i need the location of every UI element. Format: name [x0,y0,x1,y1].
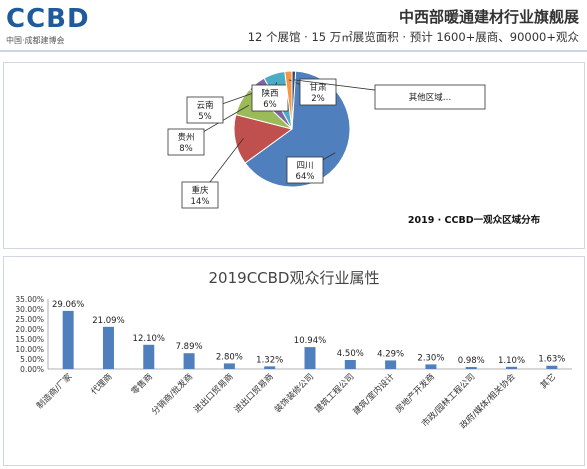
x-tick-label: 代理商 [89,371,115,397]
pie-slice-value: 5% [198,112,212,122]
pie-label-box [286,156,324,184]
page-title: 中西部暖通建材行业旗舰展 [398,8,579,26]
bar [546,365,558,369]
pie-slice-value: 6% [263,100,277,110]
bar [344,360,356,369]
y-tick-label: 35.00% [15,295,44,304]
pie-slice-label: 重庆 [191,185,209,196]
pie-label-box [374,84,486,110]
bar [143,344,155,369]
bar-value-label: 4.29% [377,349,404,359]
x-tick-label: 装饰装修公司 [272,371,316,415]
bar [385,360,397,369]
bar [465,367,477,369]
y-tick-label: 5.00% [20,355,44,364]
pie-label-box [167,128,205,156]
bar-value-label: 2.80% [216,352,243,362]
bar-value-label: 0.98% [458,356,485,366]
pie-slice-label: 四川 [296,161,313,171]
x-tick-label: 其它 [538,371,558,391]
bar [62,310,74,369]
y-tick-label: 20.00% [15,325,44,334]
page-subtitle: 12 个展馆 · 15 万㎡展览面积 · 预计 1600+展商、90000+观众 [247,30,579,44]
page-header: CCBD 中国·成都建博会 中西部暖通建材行业旗舰展 12 个展馆 · 15 万… [0,0,587,50]
pie-slice-label: 贵州 [177,132,194,143]
bar-value-label: 10.94% [294,336,326,346]
x-tick-label: 制造商/厂家 [34,371,74,411]
pie-slice-label: 甘肃 [309,82,327,93]
pie-label-box [299,78,337,106]
pie-slice-label: 陕西 [261,88,278,99]
ccbd-logo: CCBD [6,4,90,34]
pie-chart-title: 2019 · CCBD一观众区域分布 [408,214,541,226]
pie-slice [233,113,294,164]
pie-slice-label: 云南 [196,100,213,111]
bar [183,353,195,369]
y-tick-label: 30.00% [15,305,44,314]
bar-value-label: 29.06% [52,300,84,310]
bar-value-label: 7.89% [176,342,203,352]
x-tick-label: 零售商 [129,371,155,397]
pie-slice-value: 8% [179,144,193,154]
pie-slice-value: 14% [191,197,210,207]
pie-slice-label: 其他区域… [409,92,452,103]
y-tick-label: 15.00% [15,335,44,344]
x-tick-label: 建筑工程公司 [313,371,357,415]
bar [223,363,235,369]
pie-slice-value: 64% [296,172,315,182]
bar [264,366,276,369]
pie-slice-value: 2% [311,94,325,104]
bar-value-label: 4.50% [337,349,364,359]
y-tick-label: 0.00% [20,365,44,374]
bar [304,347,316,369]
bar-chart-title: 2019CCBD观众行业属性 [209,269,380,287]
bar-value-label: 1.32% [256,355,283,365]
bar-value-label: 2.30% [417,353,444,363]
x-tick-label: 建筑/室内设计 [351,371,397,417]
pie-label-box [251,84,289,112]
bar-chart-panel: 2019CCBD观众行业属性 0.00% 5.00% 10.00% 15.00% 20.0… [3,256,585,466]
bar-value-label: 1.63% [538,355,565,365]
y-tick-label: 10.00% [15,345,44,354]
x-tick-label: 房地产开发商 [393,371,437,415]
pie-slice [291,70,297,130]
bar-value-label: 21.09% [92,316,124,326]
bar-value-label: 1.10% [498,356,525,366]
x-tick-label: 进出口贸易商 [232,371,276,415]
bar [506,366,518,369]
y-tick-label: 25.00% [15,315,44,324]
bar [425,364,437,369]
pie-chart-panel: 四川 64% 重庆 14% 贵州 8% 云南 5% 陕西 6% 甘肃 2% 其他区域… 2019 · CC… [3,62,585,249]
header-divider [0,50,587,52]
pie-label-box [181,181,219,209]
bar-chart: 2019CCBD观众行业属性 0.00%5.00%10.00%15.00%20.0… [15,269,572,431]
x-tick-label: 进出口贸易商 [192,371,236,415]
x-tick-label: 分销商/批发商 [149,371,195,417]
bar-value-label: 12.10% [133,334,165,344]
logo-subtitle: 中国·成都建博会 [6,36,65,45]
pie-label-box [186,96,224,124]
bar [102,326,114,369]
